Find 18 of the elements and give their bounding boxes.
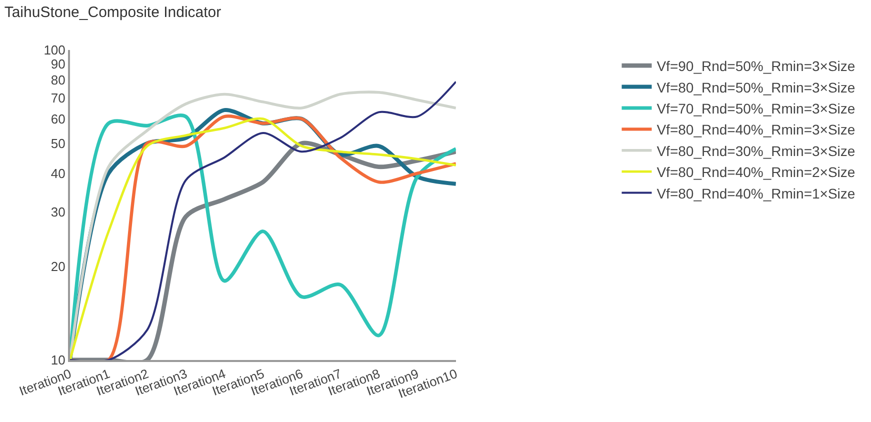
y-tick-label: 30	[50, 204, 66, 220]
y-tick-label: 90	[50, 56, 66, 72]
legend-label: Vf=80_Rnd=40%_Rmin=3×Size	[656, 122, 856, 138]
y-tick-label: 80	[50, 72, 66, 88]
legend-label: Vf=80_Rnd=40%_Rmin=1×Size	[656, 185, 856, 202]
chart-title: TaihuStone_Composite Indicator	[4, 4, 222, 21]
y-tick-label: 10	[50, 352, 66, 368]
legend-label: Vf=80_Rnd=30%_Rmin=3×Size	[656, 142, 856, 159]
y-tick-label: 20	[50, 259, 66, 274]
legend-label: Vf=90_Rnd=50%_Rmin=3×Size	[656, 58, 856, 74]
y-tick-label: 50	[50, 136, 66, 151]
y-tick-label: 60	[50, 111, 66, 126]
y-tick-label: 70	[50, 90, 66, 106]
y-tick-label: 40	[50, 166, 66, 181]
legend-label: Vf=70_Rnd=50%_Rmin=3×Size	[656, 100, 856, 116]
y-tick-label: 100	[44, 42, 66, 58]
legend-label: Vf=80_Rnd=50%_Rmin=3×Size	[656, 79, 856, 96]
legend-label: Vf=80_Rnd=40%_Rmin=2×Size	[656, 164, 856, 180]
